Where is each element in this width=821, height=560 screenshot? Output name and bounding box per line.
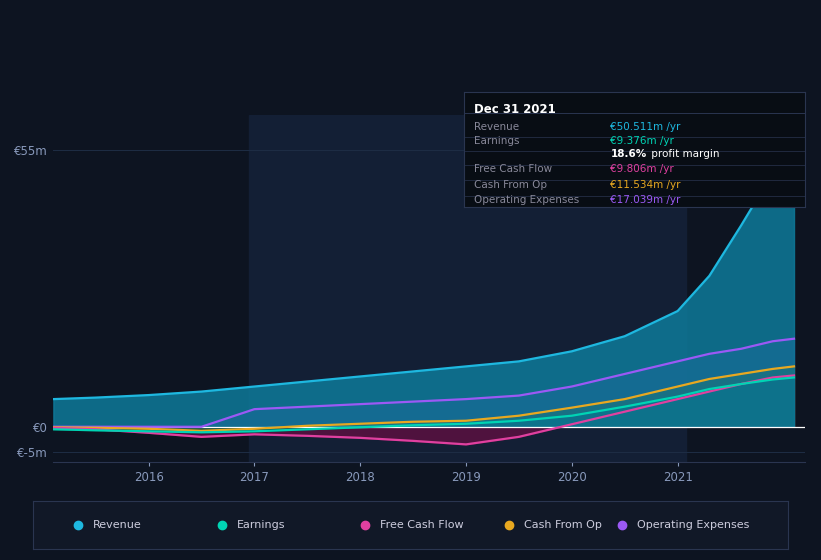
Text: €11.534m /yr: €11.534m /yr xyxy=(610,180,681,190)
Text: Cash From Op: Cash From Op xyxy=(474,180,547,190)
Text: Earnings: Earnings xyxy=(236,520,285,530)
Text: Dec 31 2021: Dec 31 2021 xyxy=(474,102,556,116)
Text: Revenue: Revenue xyxy=(94,520,142,530)
Text: Earnings: Earnings xyxy=(474,136,520,146)
Text: €9.376m /yr: €9.376m /yr xyxy=(610,136,674,146)
Text: €9.806m /yr: €9.806m /yr xyxy=(610,164,674,174)
Text: Free Cash Flow: Free Cash Flow xyxy=(474,164,553,174)
Text: Free Cash Flow: Free Cash Flow xyxy=(380,520,464,530)
Text: Operating Expenses: Operating Expenses xyxy=(637,520,750,530)
Text: profit margin: profit margin xyxy=(648,150,719,160)
Text: €50.511m /yr: €50.511m /yr xyxy=(610,122,681,132)
Bar xyxy=(249,115,686,462)
Text: €17.039m /yr: €17.039m /yr xyxy=(610,195,681,206)
Text: 18.6%: 18.6% xyxy=(610,150,647,160)
Text: Operating Expenses: Operating Expenses xyxy=(474,195,580,206)
Text: Revenue: Revenue xyxy=(474,122,519,132)
Text: Cash From Op: Cash From Op xyxy=(524,520,602,530)
